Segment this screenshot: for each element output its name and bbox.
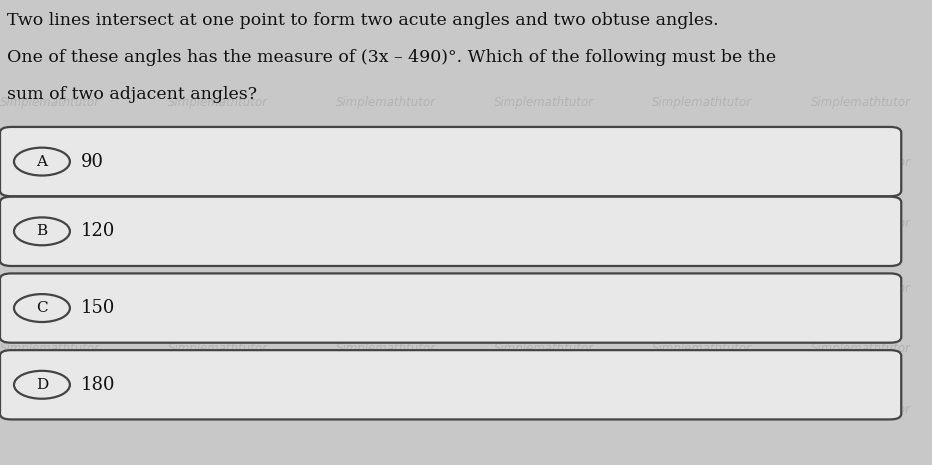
Text: Simplemathtutor: Simplemathtutor [811,217,911,230]
Text: Simplemathtutor: Simplemathtutor [336,217,435,230]
Text: Simplemathtutor: Simplemathtutor [168,342,267,355]
Circle shape [14,371,70,399]
FancyBboxPatch shape [0,273,901,343]
FancyBboxPatch shape [0,350,901,419]
Text: Simplemathtutor: Simplemathtutor [0,217,100,230]
Text: Simplemathtutor: Simplemathtutor [336,156,435,169]
Text: Simplemathtutor: Simplemathtutor [494,217,594,230]
Text: C: C [36,301,48,315]
Text: Simplemathtutor: Simplemathtutor [168,217,267,230]
Text: Simplemathtutor: Simplemathtutor [168,156,267,169]
Text: B: B [36,224,48,239]
Text: Simplemathtutor: Simplemathtutor [811,282,911,295]
Text: Simplemathtutor: Simplemathtutor [811,156,911,169]
Text: Simplemathtutor: Simplemathtutor [811,342,911,355]
Text: A: A [36,154,48,169]
Text: Simplemathtutor: Simplemathtutor [652,282,752,295]
Text: Simplemathtutor: Simplemathtutor [494,156,594,169]
Text: Simplemathtutor: Simplemathtutor [811,96,911,109]
Text: Simplemathtutor: Simplemathtutor [168,403,267,416]
Text: Simplemathtutor: Simplemathtutor [494,403,594,416]
Text: Simplemathtutor: Simplemathtutor [0,342,100,355]
Text: Simplemathtutor: Simplemathtutor [336,96,435,109]
Text: Simplemathtutor: Simplemathtutor [168,282,267,295]
Text: 90: 90 [81,153,104,171]
FancyBboxPatch shape [0,197,901,266]
Text: Simplemathtutor: Simplemathtutor [0,403,100,416]
Text: Simplemathtutor: Simplemathtutor [336,403,435,416]
Text: Simplemathtutor: Simplemathtutor [652,96,752,109]
Text: sum of two adjacent angles?: sum of two adjacent angles? [7,86,257,103]
Text: Simplemathtutor: Simplemathtutor [0,96,100,109]
Text: Two lines intersect at one point to form two acute angles and two obtuse angles.: Two lines intersect at one point to form… [7,12,720,29]
FancyBboxPatch shape [0,127,901,196]
Text: 180: 180 [81,376,116,394]
Text: Simplemathtutor: Simplemathtutor [494,96,594,109]
Text: D: D [35,378,48,392]
Circle shape [14,148,70,176]
Text: Simplemathtutor: Simplemathtutor [811,403,911,416]
Text: Simplemathtutor: Simplemathtutor [494,342,594,355]
Text: Simplemathtutor: Simplemathtutor [652,403,752,416]
Text: Simplemathtutor: Simplemathtutor [336,342,435,355]
Text: Simplemathtutor: Simplemathtutor [0,156,100,169]
Circle shape [14,218,70,246]
Text: Simplemathtutor: Simplemathtutor [0,282,100,295]
Text: 120: 120 [81,222,116,240]
Text: Simplemathtutor: Simplemathtutor [494,282,594,295]
Text: Simplemathtutor: Simplemathtutor [168,96,267,109]
Circle shape [14,294,70,322]
Text: Simplemathtutor: Simplemathtutor [652,342,752,355]
Text: 150: 150 [81,299,116,317]
Text: One of these angles has the measure of (3x – 490)°. Which of the following must : One of these angles has the measure of (… [7,49,776,66]
Text: Simplemathtutor: Simplemathtutor [336,282,435,295]
Text: Simplemathtutor: Simplemathtutor [652,156,752,169]
Text: Simplemathtutor: Simplemathtutor [652,217,752,230]
